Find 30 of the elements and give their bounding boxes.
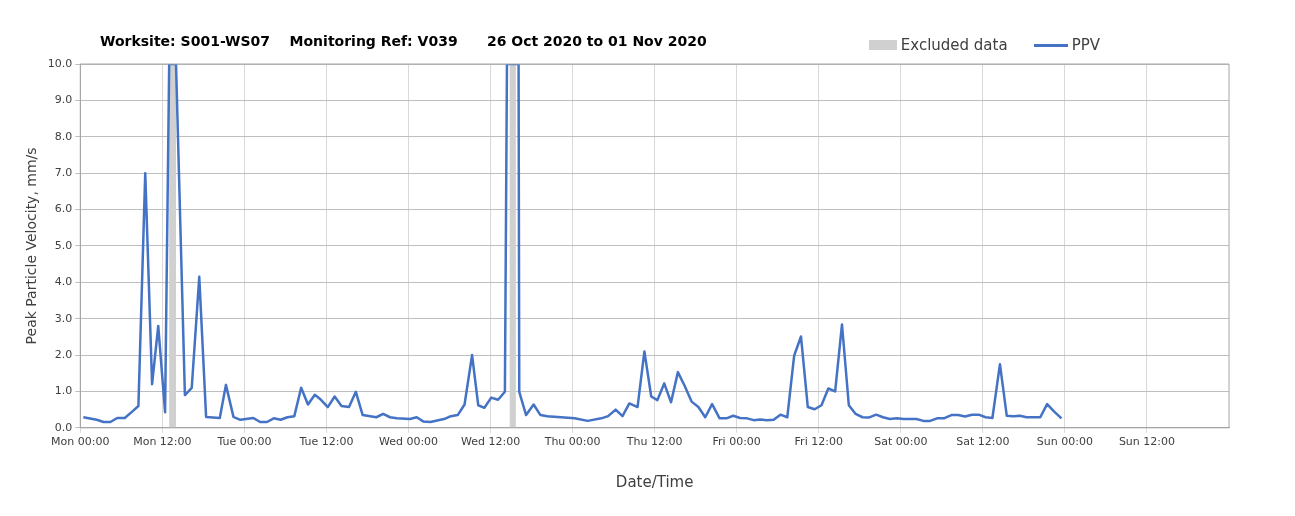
y-tick-label: 1.0 bbox=[54, 384, 73, 398]
x-tick-label: Wed 12:00 bbox=[460, 435, 521, 449]
y-tick-label: 9.0 bbox=[54, 93, 73, 107]
x-tick-label: Sun 00:00 bbox=[1036, 435, 1093, 449]
y-tick-label: 7.0 bbox=[54, 166, 73, 179]
x-tick-label: Sat 12:00 bbox=[956, 435, 1010, 449]
legend-label: Excluded data bbox=[900, 36, 1008, 54]
x-tick-label: Sun 12:00 bbox=[1118, 435, 1176, 449]
x-tick-label: Sat 00:00 bbox=[874, 435, 928, 449]
x-tick-label: Fri 00:00 bbox=[712, 435, 761, 449]
x-tick-label: Mon 12:00 bbox=[133, 435, 192, 449]
x-tick-label: Tue 12:00 bbox=[298, 435, 354, 449]
x-tick-label: Thu 12:00 bbox=[625, 435, 683, 449]
y-tick-label: 10.0 bbox=[47, 56, 73, 70]
x-tick-label: Tue 00:00 bbox=[216, 435, 272, 449]
x-tick-label: Wed 00:00 bbox=[378, 435, 439, 449]
legend-label: PPV bbox=[1071, 36, 1100, 54]
chart-title: Worksite: S001-WS07 Monitoring Ref: V039 26 Oct 2020 to 01 Nov 2020 bbox=[100, 33, 707, 49]
x-tick-label: Fri 12:00 bbox=[794, 435, 843, 449]
y-tick-label: 5.0 bbox=[54, 238, 73, 252]
x-tick-label: Mon 00:00 bbox=[51, 435, 110, 449]
y-tick-label: 0.0 bbox=[54, 420, 73, 434]
y-tick-label: 3.0 bbox=[54, 311, 73, 325]
y-tick-label: 8.0 bbox=[54, 129, 73, 143]
y-tick-label: 2.0 bbox=[54, 347, 73, 361]
y-tick-label: 6.0 bbox=[54, 202, 73, 216]
x-tick-label: Thu 00:00 bbox=[543, 435, 601, 449]
x-axis-title: Date/Time bbox=[615, 472, 694, 491]
y-tick-label: 4.0 bbox=[54, 275, 73, 289]
y-axis-title: Peak Particle Velocity, mm/s bbox=[23, 147, 40, 345]
